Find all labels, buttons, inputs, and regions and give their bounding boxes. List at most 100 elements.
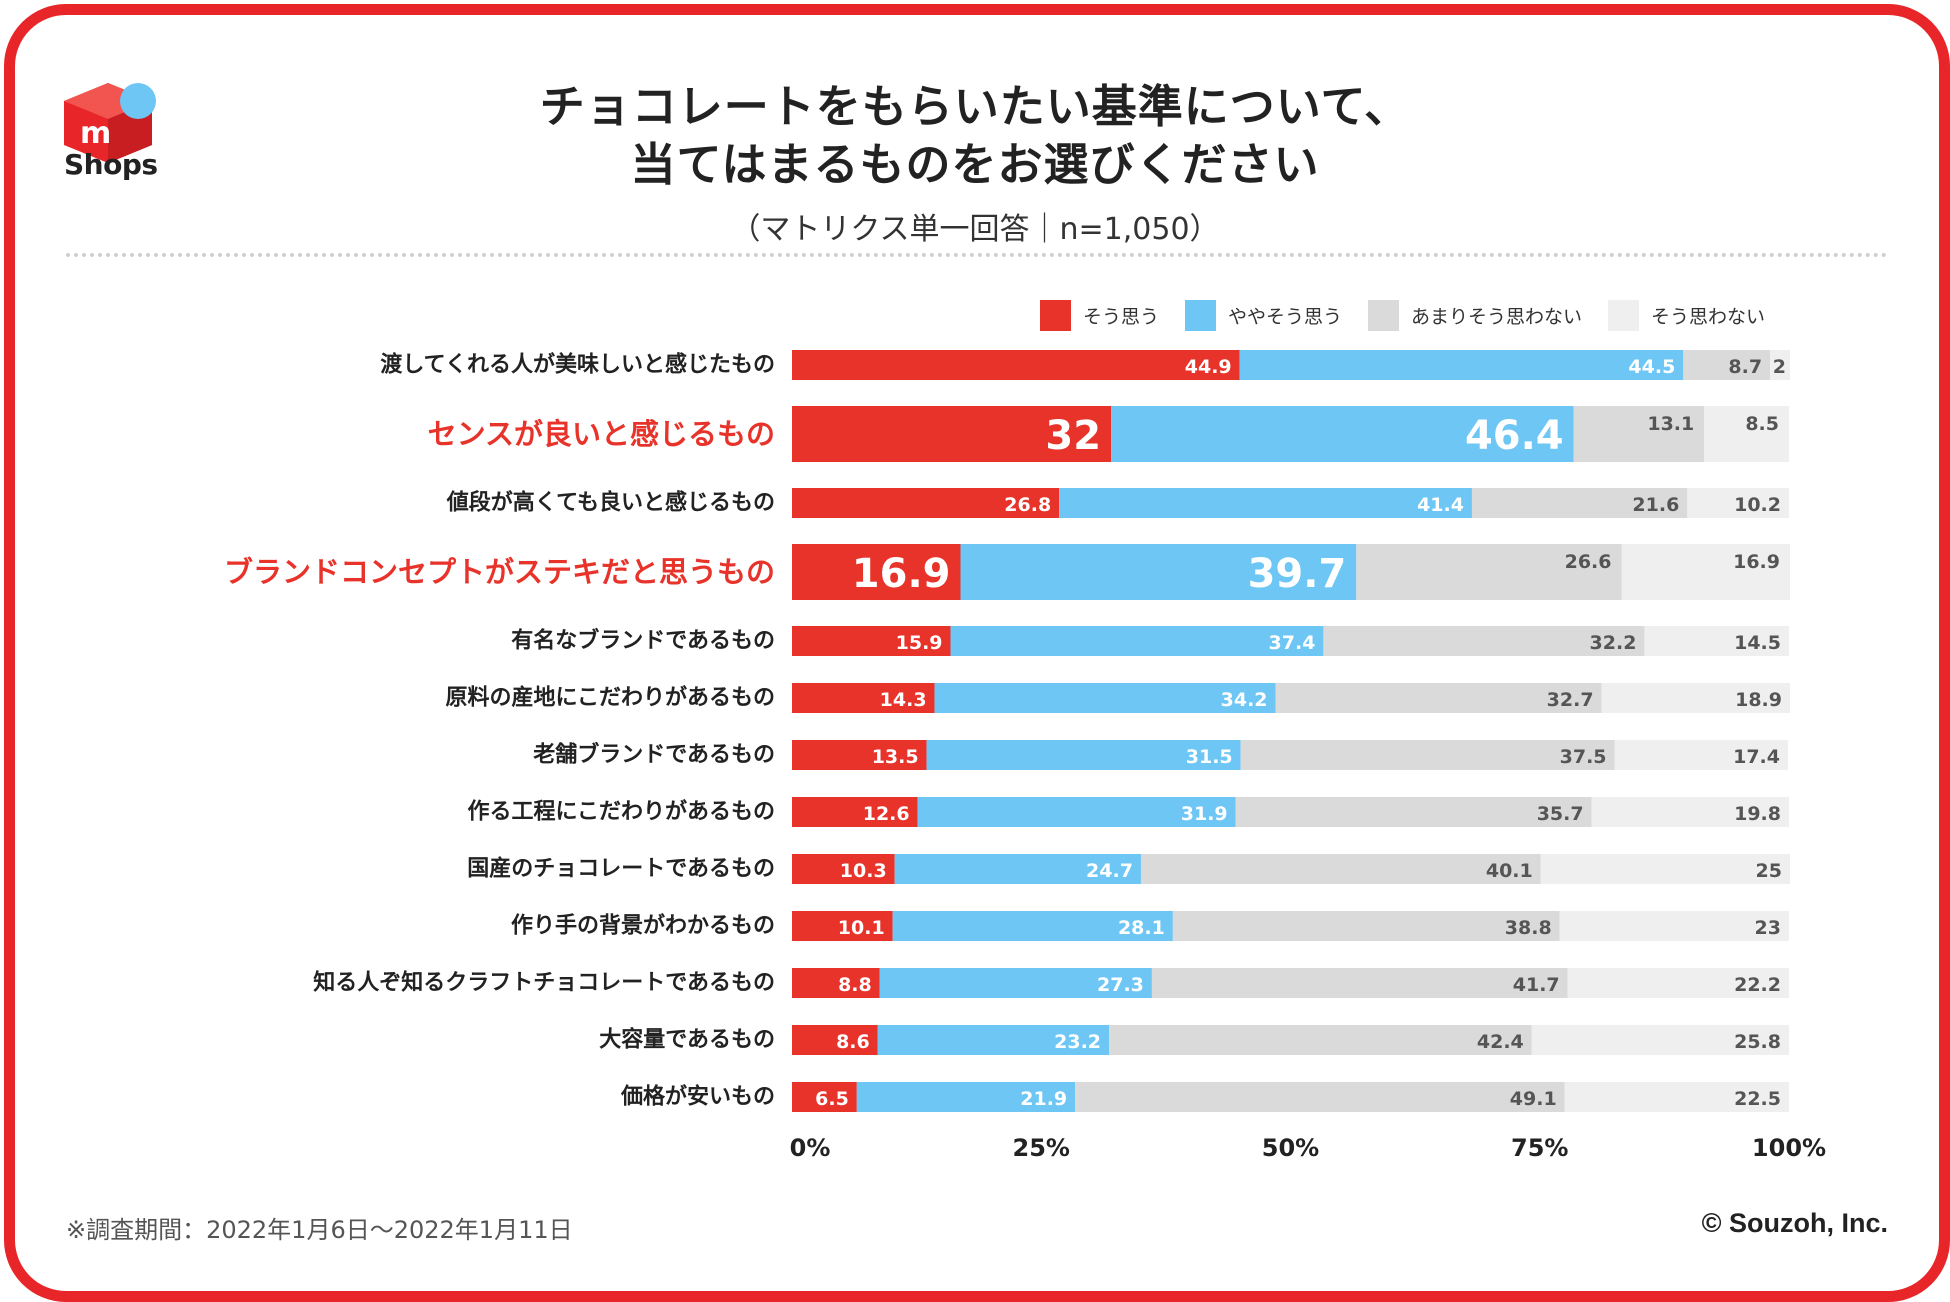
- svg-text:m: m: [80, 116, 111, 151]
- legend-swatch: [1368, 300, 1400, 331]
- chart-subtitle: （マトリクス単一回答｜n=1,050）: [730, 212, 1220, 247]
- data-label: 16.9: [1733, 551, 1780, 573]
- data-label: 22.5: [1734, 1088, 1781, 1110]
- data-label: 32: [1045, 413, 1101, 459]
- bar-segment: [792, 626, 951, 656]
- bar-segment: [792, 740, 927, 770]
- x-tick-label: 0%: [790, 1134, 831, 1162]
- chart-title-line1: チョコレートをもらいたい基準について、: [539, 80, 1411, 133]
- data-label: 25.8: [1734, 1031, 1781, 1053]
- category-label: 国産のチョコレートであるもの: [467, 856, 775, 882]
- data-label: 14.5: [1734, 632, 1781, 654]
- data-label: 32.2: [1590, 632, 1637, 654]
- x-tick-label: 25%: [1013, 1134, 1070, 1162]
- category-label: 大容量であるもの: [599, 1027, 775, 1053]
- bar-segment: [792, 406, 1112, 462]
- data-label: 19.8: [1734, 803, 1781, 825]
- legend-swatch: [1608, 300, 1640, 331]
- bar-segment: [1323, 626, 1645, 656]
- data-label: 35.7: [1537, 803, 1584, 825]
- legend-label: ややそう思う: [1228, 306, 1343, 328]
- data-label: 18.9: [1735, 689, 1782, 711]
- data-label: 24.7: [1086, 860, 1133, 882]
- category-label: 知る人ぞ知るクラフトチョコレートであるもの: [313, 970, 775, 996]
- data-label: 32.7: [1547, 689, 1594, 711]
- chart-title-line2: 当てはまるものをお選びください: [630, 138, 1320, 191]
- bar-segment: [894, 854, 1141, 884]
- bar-segment: [792, 854, 895, 884]
- bar-segment: [1564, 1082, 1789, 1112]
- bar-segment: [1770, 350, 1790, 380]
- data-label: 34.2: [1221, 689, 1268, 711]
- data-label: 8.8: [838, 974, 872, 996]
- chart-legend: そう思う ややそう思う あまりそう思わない そう思わない: [1040, 300, 1765, 331]
- bar-segment: [950, 626, 1324, 656]
- category-label: 渡してくれる人が美味しいと感じたもの: [380, 352, 775, 378]
- legend-item: ややそう思う: [1185, 300, 1342, 331]
- data-label: 17.4: [1733, 746, 1780, 768]
- data-label: 8.6: [836, 1031, 870, 1053]
- bar-segment: [892, 911, 1173, 941]
- bar-segment: [1239, 350, 1684, 380]
- bar-segment: [1235, 797, 1592, 827]
- data-label: 10.2: [1734, 494, 1781, 516]
- bar-segment: [1059, 488, 1472, 518]
- data-label: 31.5: [1186, 746, 1233, 768]
- data-label: 25: [1756, 860, 1782, 882]
- data-label: 26.6: [1565, 551, 1612, 573]
- category-label: 作る工程にこだわりがあるもの: [467, 799, 775, 825]
- data-label: 21.6: [1632, 494, 1679, 516]
- bar-segment: [1614, 740, 1789, 770]
- data-label: 46.4: [1465, 413, 1564, 459]
- bar-segment: [1151, 968, 1568, 998]
- data-label: 27.3: [1097, 974, 1144, 996]
- bar-segment: [917, 797, 1236, 827]
- bar-segment: [1240, 740, 1615, 770]
- bar-segment: [879, 968, 1152, 998]
- data-label: 15.9: [896, 632, 943, 654]
- bar-segment: [1531, 1025, 1789, 1055]
- category-label: センスが良いと感じるもの: [428, 417, 775, 451]
- bar-segment: [1621, 544, 1790, 600]
- category-label: 有名なブランドであるもの: [511, 628, 775, 654]
- bar-segment: [792, 911, 893, 941]
- bar-segment: [1704, 406, 1789, 462]
- category-label: 価格が安いもの: [620, 1084, 775, 1110]
- bar-segment: [792, 544, 961, 600]
- bar-segment: [1356, 544, 1622, 600]
- legend-item: あまりそう思わない: [1368, 300, 1582, 331]
- logo-text: Shops: [64, 148, 158, 181]
- legend-swatch: [1185, 300, 1217, 331]
- data-label: 26.8: [1004, 494, 1051, 516]
- bar-segment: [1567, 968, 1789, 998]
- bar-segment: [792, 488, 1060, 518]
- bar-segment: [856, 1082, 1076, 1112]
- bar-segment: [934, 683, 1276, 713]
- data-label: 44.9: [1185, 356, 1232, 378]
- data-label: 21.9: [1020, 1088, 1067, 1110]
- mercari-shops-logo-icon: m: [64, 83, 156, 163]
- data-label: 13.5: [872, 746, 919, 768]
- data-label: 8.5: [1745, 413, 1779, 435]
- category-label: 値段が高くても良いと感じるもの: [446, 490, 775, 516]
- bar-segment: [1591, 797, 1789, 827]
- data-label: 39.7: [1248, 551, 1347, 597]
- bar-segment: [960, 544, 1357, 600]
- bar-segment: [1573, 406, 1705, 462]
- bar-segment: [1275, 683, 1602, 713]
- x-tick-label: 100%: [1752, 1134, 1826, 1162]
- legend-item: そう思わない: [1608, 300, 1765, 331]
- copyright: © Souzoh, Inc.: [1701, 1208, 1888, 1238]
- x-tick-label: 50%: [1262, 1134, 1319, 1162]
- data-label: 41.7: [1513, 974, 1560, 996]
- bar-segment: [792, 1082, 857, 1112]
- bar-segment: [877, 1025, 1110, 1055]
- bar-segment: [792, 1025, 878, 1055]
- data-label: 28.1: [1118, 917, 1165, 939]
- bar-segment: [1140, 854, 1541, 884]
- data-label: 40.1: [1486, 860, 1533, 882]
- bar-segment: [1111, 406, 1574, 462]
- data-label: 14.3: [880, 689, 927, 711]
- data-label: 22.2: [1734, 974, 1781, 996]
